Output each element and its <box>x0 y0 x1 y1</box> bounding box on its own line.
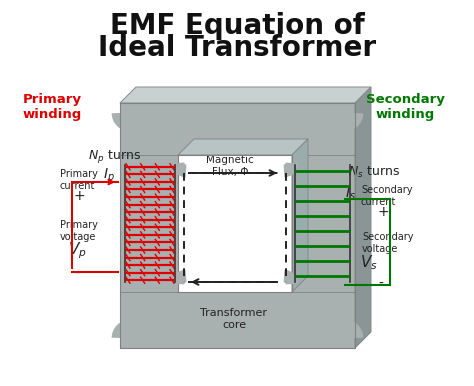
Text: $N_s$ turns: $N_s$ turns <box>348 165 400 180</box>
Polygon shape <box>292 139 308 292</box>
Text: $N_p$ turns: $N_p$ turns <box>88 148 141 165</box>
Text: Magnetic
Flux, Φ: Magnetic Flux, Φ <box>206 155 254 177</box>
Text: Secondary
voltage: Secondary voltage <box>362 232 413 254</box>
Text: Transformer
core: Transformer core <box>201 308 267 330</box>
Text: Primary
winding: Primary winding <box>22 93 82 121</box>
Text: -: - <box>378 277 383 291</box>
Polygon shape <box>355 87 371 348</box>
Text: Ideal Transformer: Ideal Transformer <box>98 34 376 62</box>
Text: $V_s$: $V_s$ <box>360 253 378 272</box>
Text: Primary
voltage: Primary voltage <box>60 220 98 242</box>
Text: Primary
current: Primary current <box>60 169 98 191</box>
Polygon shape <box>120 292 355 348</box>
Text: $I_s$: $I_s$ <box>345 186 356 202</box>
Text: $V_p$: $V_p$ <box>68 240 87 261</box>
Polygon shape <box>120 87 371 103</box>
Polygon shape <box>120 155 178 292</box>
Polygon shape <box>178 139 308 155</box>
Text: Secondary
current: Secondary current <box>361 185 412 207</box>
Text: EMF Equation of: EMF Equation of <box>109 12 365 40</box>
Text: Secondary
winding: Secondary winding <box>365 93 445 121</box>
Text: +: + <box>74 189 86 203</box>
Polygon shape <box>292 155 355 292</box>
Polygon shape <box>120 103 355 155</box>
Text: +: + <box>378 205 390 219</box>
Text: -: - <box>74 267 79 281</box>
Text: $I_p$: $I_p$ <box>103 167 115 185</box>
